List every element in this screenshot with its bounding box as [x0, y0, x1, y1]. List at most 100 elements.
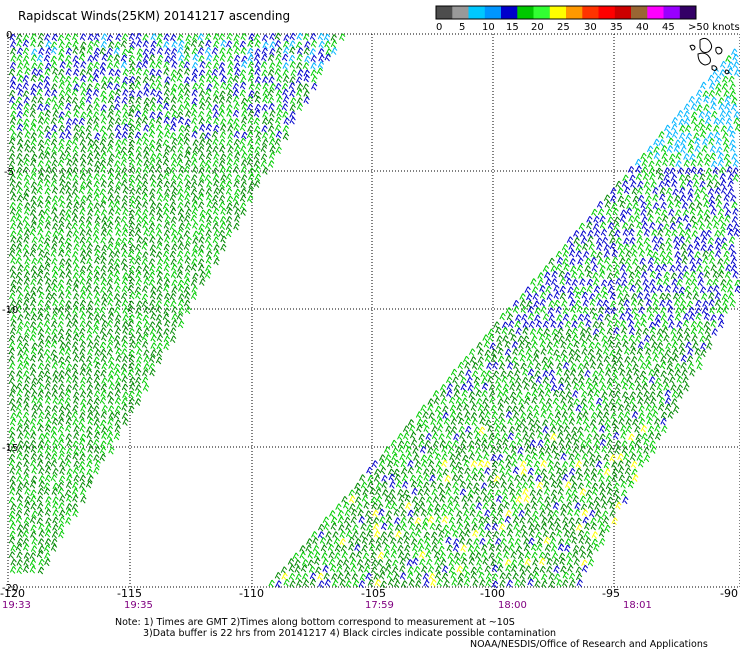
wind-barb: [602, 347, 610, 356]
wind-barb: [150, 334, 157, 343]
wind-barb: [712, 166, 719, 175]
wind-barb: [114, 306, 121, 315]
wind-barb: [585, 480, 592, 489]
wind-barb: [370, 551, 377, 560]
wind-barb: [87, 208, 94, 217]
wind-barb: [114, 285, 121, 294]
wind-barb: [558, 390, 566, 399]
wind-barb: [661, 327, 669, 335]
wind-barb: [190, 263, 198, 272]
wind-barb: [240, 208, 247, 216]
wind-barb: [582, 411, 589, 419]
wind-barb: [717, 270, 725, 279]
wind-barb: [58, 41, 65, 50]
wind-barb: [93, 397, 100, 406]
wind-barb: [725, 264, 732, 272]
wind-barb: [129, 61, 136, 70]
wind-barb: [660, 355, 667, 364]
wind-barb: [722, 132, 729, 141]
wind-barb: [398, 445, 405, 454]
wind-barb: [400, 509, 407, 518]
wind-barb: [506, 523, 513, 531]
wind-barb: [51, 89, 58, 98]
wind-barb: [156, 180, 163, 189]
wind-barb: [57, 418, 65, 427]
wind-barb: [73, 397, 80, 405]
wind-barb: [37, 307, 44, 316]
wind-barb: [59, 258, 66, 267]
legend-label-0: 0: [436, 22, 442, 33]
wind-barb: [449, 524, 456, 532]
wind-barb: [170, 181, 177, 189]
wind-barb: [477, 467, 484, 476]
wind-barb: [15, 305, 23, 314]
wind-barb: [94, 249, 101, 258]
wind-barb: [408, 579, 415, 587]
wind-barb: [135, 390, 143, 398]
wind-barb: [8, 137, 16, 146]
wind-barb: [651, 235, 658, 244]
wind-barb: [648, 160, 655, 169]
wind-barb: [464, 523, 471, 531]
wind-barb: [234, 188, 241, 197]
wind-barb: [597, 362, 604, 371]
wind-barb: [177, 104, 185, 112]
wind-barb: [484, 355, 492, 363]
wind-barb: [713, 131, 721, 140]
wind-barb: [522, 327, 529, 335]
wind-barb: [617, 460, 624, 468]
wind-barb: [269, 83, 276, 91]
wind-barb: [128, 362, 135, 370]
wind-barb: [690, 270, 697, 279]
wind-barb: [613, 223, 620, 232]
wind-barb: [544, 503, 552, 511]
wind-barb: [37, 103, 44, 112]
wind-barb: [703, 312, 711, 321]
wind-barb: [37, 200, 44, 209]
wind-barb: [717, 152, 724, 161]
wind-barb: [585, 334, 593, 343]
wind-barb: [522, 368, 529, 377]
wind-barb: [143, 306, 150, 315]
wind-barb: [37, 228, 44, 237]
wind-barb: [51, 278, 58, 287]
wind-barb: [345, 530, 353, 539]
wind-barb: [129, 291, 136, 300]
wind-barb: [44, 424, 52, 433]
wind-barb: [496, 335, 503, 344]
wind-barb: [101, 33, 108, 42]
wind-barb: [453, 487, 460, 496]
wind-barb: [573, 230, 580, 238]
wind-barb: [732, 208, 739, 216]
wind-barb: [227, 132, 234, 141]
wind-barb: [581, 509, 589, 517]
wind-barb: [8, 496, 16, 505]
wind-barb: [604, 313, 611, 322]
legend-label-20: 20: [531, 22, 544, 33]
wind-barb: [364, 565, 371, 574]
wind-barb: [664, 124, 671, 133]
wind-barb: [543, 433, 551, 441]
wind-barb: [658, 131, 665, 139]
wind-barb: [371, 460, 378, 468]
wind-barb: [330, 34, 337, 42]
wind-barb: [171, 286, 178, 294]
wind-barb: [226, 47, 233, 56]
wind-barb: [667, 257, 674, 266]
wind-barb: [143, 321, 150, 330]
wind-barb: [572, 495, 579, 504]
wind-barb: [107, 180, 114, 189]
wind-barb: [218, 110, 225, 118]
wind-barb: [568, 249, 576, 258]
wind-barb: [502, 545, 509, 554]
wind-barb: [8, 167, 16, 176]
wind-barb: [484, 565, 491, 574]
wind-barb: [564, 544, 571, 553]
wind-barb: [128, 314, 135, 322]
wind-barb: [593, 229, 601, 238]
wind-barb: [94, 132, 101, 141]
wind-barb: [183, 243, 191, 251]
wind-barb: [64, 355, 72, 364]
wind-barb: [218, 187, 225, 195]
wind-barb: [52, 215, 59, 223]
